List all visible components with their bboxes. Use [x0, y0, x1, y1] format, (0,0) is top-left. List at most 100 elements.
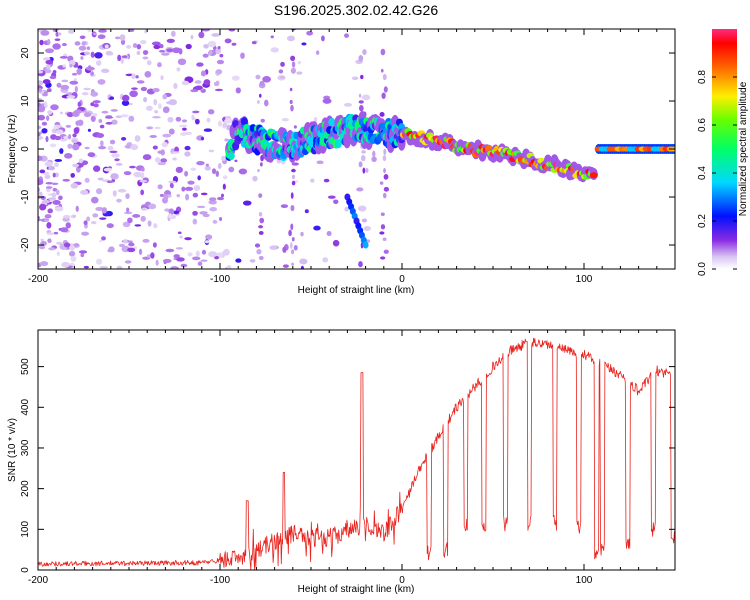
- streak-speck: [254, 243, 261, 248]
- noise-speck: [41, 128, 48, 134]
- noise-speck: [142, 154, 152, 161]
- noise-speck: [157, 62, 162, 68]
- noise-speck: [363, 226, 371, 231]
- streak-speck: [291, 174, 296, 179]
- noise-speck: [145, 105, 153, 111]
- noise-speck: [121, 94, 130, 102]
- noise-speck: [203, 128, 213, 132]
- noise-speck: [110, 173, 119, 180]
- noise-speck: [140, 86, 148, 92]
- noise-speck: [197, 261, 203, 266]
- noise-speck: [52, 43, 61, 50]
- noise-speck: [170, 266, 179, 269]
- noise-speck: [136, 44, 142, 50]
- noise-speck: [129, 90, 138, 98]
- noise-speck: [120, 114, 129, 118]
- colorbar-gradient: [712, 29, 737, 269]
- noise-speck: [98, 118, 103, 123]
- noise-speck: [356, 187, 364, 192]
- noise-speck: [182, 127, 187, 131]
- streak-speck: [381, 68, 384, 73]
- noise-speck: [125, 193, 130, 199]
- noise-speck: [55, 189, 60, 196]
- noise-speck: [199, 211, 208, 215]
- noise-speck: [93, 103, 99, 108]
- snr-y-tick-label: 500: [20, 358, 31, 375]
- noise-speck: [144, 71, 152, 78]
- streak-speck: [382, 73, 387, 81]
- noise-speck: [45, 59, 54, 65]
- noise-speck: [73, 78, 77, 82]
- noise-speck: [43, 219, 49, 222]
- streak-speck: [260, 154, 264, 162]
- noise-speck: [99, 217, 107, 220]
- noise-speck: [70, 182, 79, 189]
- noise-speck: [92, 213, 99, 218]
- noise-speck: [224, 118, 233, 124]
- noise-speck: [142, 50, 149, 55]
- streak-speck: [290, 104, 294, 112]
- noise-speck: [202, 53, 209, 58]
- noise-speck: [142, 56, 149, 60]
- noise-speck: [56, 251, 61, 257]
- noise-speck: [192, 210, 198, 216]
- noise-speck: [185, 43, 192, 50]
- noise-speck: [251, 41, 257, 45]
- noise-speck: [101, 236, 106, 241]
- noise-speck: [172, 47, 181, 54]
- noise-speck: [95, 206, 104, 211]
- noise-speck: [128, 29, 135, 32]
- noise-speck: [173, 254, 180, 259]
- noise-speck: [80, 56, 84, 60]
- noise-speck: [92, 100, 101, 104]
- colorbar-tick-label: 0.4: [697, 166, 708, 180]
- noise-speck: [78, 158, 84, 164]
- noise-speck: [180, 132, 187, 136]
- noise-speck: [38, 88, 42, 93]
- noise-speck: [45, 48, 54, 54]
- noise-speck: [147, 220, 152, 227]
- spec-y-tick-label: 20: [20, 47, 31, 59]
- noise-speck: [184, 237, 192, 241]
- noise-speck: [92, 112, 98, 117]
- streak-speck: [289, 99, 293, 105]
- noise-speck: [313, 116, 318, 123]
- streak-speck: [290, 192, 294, 199]
- noise-speck: [42, 79, 51, 85]
- noise-speck: [47, 110, 53, 115]
- streak-speck: [291, 262, 294, 266]
- streak-speck: [258, 211, 263, 217]
- noise-speck: [211, 168, 217, 175]
- noise-speck: [157, 150, 164, 154]
- snr-x-tick-label: -200: [28, 575, 48, 586]
- noise-speck: [120, 39, 126, 45]
- noise-speck: [221, 155, 226, 162]
- noise-speck: [128, 115, 135, 122]
- noise-speck: [83, 51, 90, 56]
- noise-speck: [83, 220, 88, 226]
- noise-speck: [322, 98, 332, 104]
- noise-speck: [235, 258, 242, 263]
- streak-speck: [359, 105, 364, 112]
- noise-speck: [197, 205, 206, 209]
- noise-speck: [140, 189, 145, 196]
- noise-speck: [68, 250, 76, 257]
- noise-speck: [187, 252, 193, 257]
- noise-speck: [157, 161, 166, 166]
- noise-speck: [51, 182, 59, 185]
- noise-speck: [142, 238, 150, 243]
- noise-speck: [72, 143, 80, 151]
- noise-speck: [91, 196, 99, 204]
- streak-speck: [290, 67, 297, 74]
- noise-speck: [278, 69, 284, 74]
- noise-speck: [69, 80, 79, 85]
- streak-speck: [291, 61, 296, 68]
- noise-speck: [168, 180, 177, 184]
- noise-speck: [115, 162, 123, 166]
- noise-speck: [202, 213, 210, 218]
- streak-speck: [257, 169, 260, 173]
- noise-speck: [119, 34, 126, 41]
- noise-speck: [56, 241, 63, 245]
